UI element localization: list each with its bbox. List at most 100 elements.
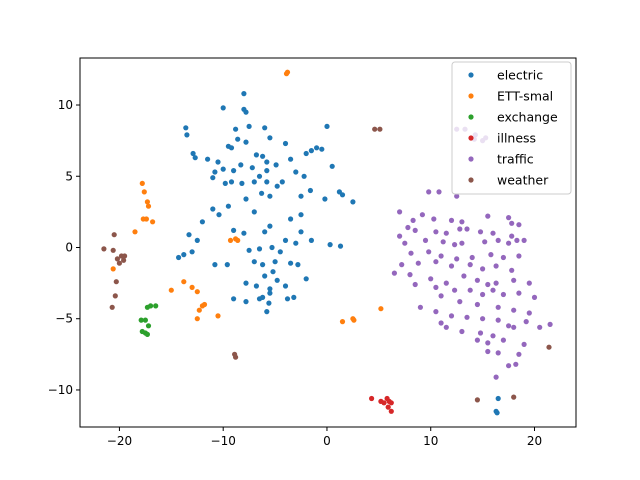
data-point (490, 230, 496, 236)
legend-item: exchange (468, 110, 558, 125)
data-point (415, 260, 421, 266)
data-point (459, 219, 465, 225)
data-point (282, 237, 289, 243)
data-point (241, 230, 247, 236)
data-point (274, 277, 280, 283)
data-point (111, 232, 117, 238)
data-point (485, 348, 491, 355)
data-point (142, 317, 148, 323)
data-point (477, 330, 484, 336)
data-point (485, 213, 491, 219)
legend-label: traffic (497, 152, 534, 167)
legend-label: illness (497, 131, 536, 146)
data-point (495, 317, 501, 323)
data-point (452, 287, 458, 293)
y-tick-label: 5 (65, 169, 73, 183)
data-point (282, 140, 289, 147)
data-point (112, 293, 118, 299)
data-point (114, 256, 120, 262)
data-point (210, 206, 216, 212)
data-point (288, 260, 294, 266)
data-point (521, 341, 527, 347)
data-point (122, 253, 128, 259)
data-point (253, 283, 259, 289)
data-point (397, 233, 403, 239)
data-point (295, 262, 301, 268)
data-point (426, 189, 432, 195)
data-point (246, 247, 252, 253)
data-point (448, 217, 455, 223)
data-point (243, 109, 249, 115)
legend-item: illness (468, 131, 536, 146)
data-point (417, 304, 423, 310)
data-point (113, 279, 119, 285)
data-point (251, 259, 257, 265)
data-point (431, 216, 437, 222)
data-point (150, 219, 156, 225)
data-point (337, 243, 344, 249)
data-point (267, 286, 273, 292)
data-point (467, 262, 473, 268)
data-point (121, 257, 127, 263)
data-point (526, 310, 532, 316)
y-tick-label: −10 (48, 383, 73, 397)
data-point (438, 320, 444, 326)
data-point (402, 240, 408, 246)
data-point (454, 256, 460, 262)
data-point (514, 237, 520, 243)
data-point (282, 283, 289, 289)
data-point (506, 215, 512, 221)
data-point (267, 193, 273, 199)
data-point (298, 229, 304, 235)
data-point (327, 242, 333, 248)
legend-item: traffic (468, 152, 534, 167)
legend-item: ETT-smal (468, 89, 553, 104)
data-point (145, 323, 152, 329)
data-point (143, 216, 149, 222)
data-point (251, 209, 257, 215)
data-point (109, 304, 115, 310)
data-point (407, 272, 413, 278)
legend-label: electric (497, 68, 543, 83)
series-ett-smal (110, 69, 384, 325)
data-point (469, 254, 475, 261)
data-point (482, 239, 488, 245)
data-point (231, 168, 237, 174)
data-point (438, 293, 444, 299)
data-point (506, 323, 512, 329)
data-point (410, 217, 416, 223)
x-tick-label: 10 (423, 434, 438, 448)
data-point (269, 244, 275, 251)
data-point (464, 226, 470, 232)
data-point (495, 304, 501, 310)
data-point (308, 148, 314, 154)
data-point (511, 394, 517, 400)
data-point (181, 252, 187, 258)
data-point (293, 169, 299, 175)
data-point (440, 239, 446, 245)
data-point (480, 266, 486, 272)
data-point (256, 246, 263, 252)
data-point (212, 169, 218, 175)
data-point (264, 168, 270, 174)
data-point (509, 267, 515, 273)
data-point (189, 249, 195, 255)
legend-label: exchange (497, 110, 558, 125)
legend-marker (468, 177, 474, 183)
data-point (448, 313, 455, 319)
legend-marker (468, 114, 474, 120)
data-point (485, 281, 491, 288)
data-point (194, 237, 200, 243)
data-point (436, 189, 442, 195)
data-point (474, 277, 480, 283)
data-point (101, 246, 107, 252)
data-point (201, 301, 208, 308)
data-point (274, 183, 280, 189)
data-point (267, 135, 273, 141)
data-point (212, 262, 218, 268)
data-point (233, 126, 239, 132)
data-point (443, 280, 449, 286)
data-point (224, 262, 230, 268)
data-point (474, 397, 480, 403)
data-point (377, 126, 383, 132)
